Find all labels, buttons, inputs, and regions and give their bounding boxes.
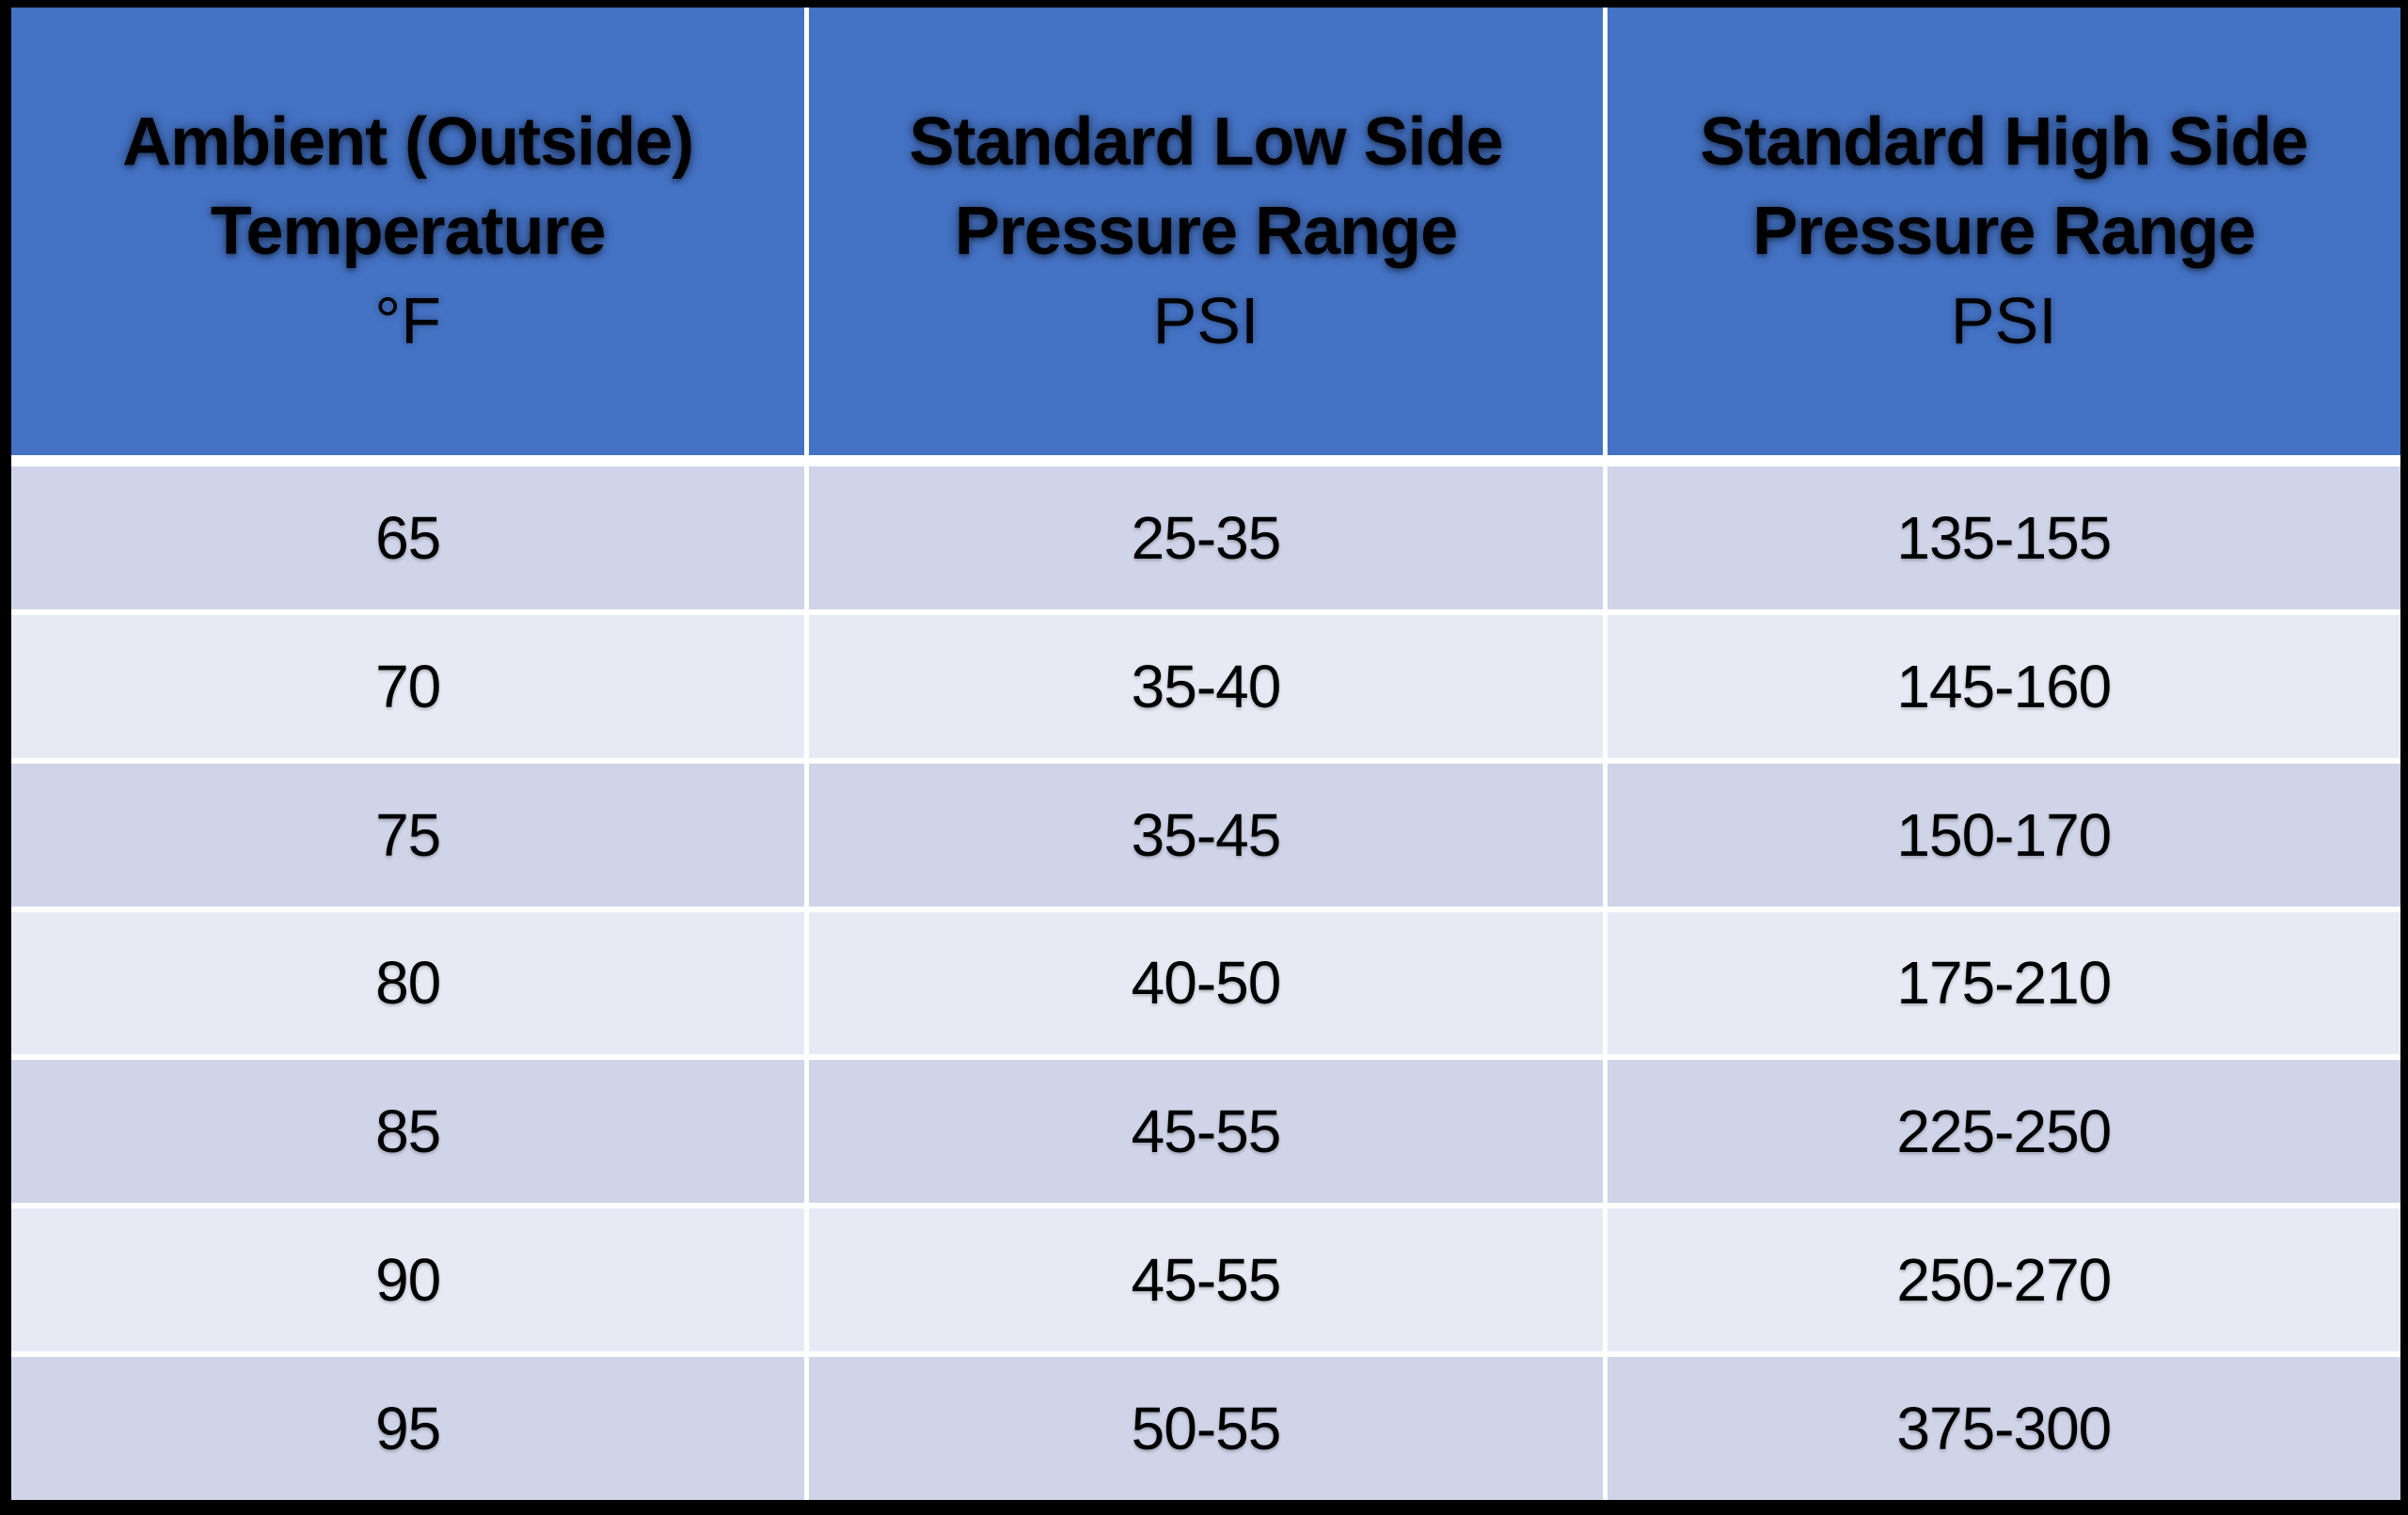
table-cell-temperature: 70 <box>11 614 805 758</box>
column-title-line: Pressure Range <box>1752 193 2256 269</box>
table-cell-temperature: 95 <box>11 1357 805 1500</box>
table-cell-low-side: 45-55 <box>809 1060 1603 1204</box>
table-cell-low-side: 45-55 <box>809 1208 1603 1352</box>
column-title-line: Ambient (Outside) <box>122 103 694 180</box>
column-header-ambient-temperature: Ambient (Outside) Temperature °F <box>11 8 805 461</box>
table-cell-temperature: 90 <box>11 1208 805 1352</box>
table-cell-low-side: 25-35 <box>809 466 1603 609</box>
column-unit-label: PSI <box>1950 283 2057 357</box>
table-cell-temperature: 85 <box>11 1060 805 1204</box>
table-cell-high-side: 150-170 <box>1607 763 2400 907</box>
table-cell-high-side: 175-210 <box>1607 911 2400 1055</box>
column-title-line: Temperature <box>210 193 607 269</box>
column-title-line: Pressure Range <box>954 193 1458 269</box>
column-title-line: Standard Low Side <box>909 103 1503 180</box>
table-cell-temperature: 65 <box>11 466 805 609</box>
table-cell-low-side: 40-50 <box>809 911 1603 1055</box>
table-cell-high-side: 375-300 <box>1607 1357 2400 1500</box>
column-unit-label: °F <box>374 283 442 357</box>
column-header-high-side-pressure: Standard High Side Pressure Range PSI <box>1607 8 2400 461</box>
table-cell-high-side: 145-160 <box>1607 614 2400 758</box>
table-cell-temperature: 75 <box>11 763 805 907</box>
column-unit-label: PSI <box>1152 283 1259 357</box>
column-title-line: Standard High Side <box>1700 103 2308 180</box>
table-cell-low-side: 35-45 <box>809 763 1603 907</box>
table-cell-high-side: 135-155 <box>1607 466 2400 609</box>
table-cell-low-side: 35-40 <box>809 614 1603 758</box>
table-cell-high-side: 250-270 <box>1607 1208 2400 1352</box>
pressure-temperature-table: Ambient (Outside) Temperature °F Standar… <box>11 8 2400 1500</box>
column-header-low-side-pressure: Standard Low Side Pressure Range PSI <box>809 8 1603 461</box>
table-cell-temperature: 80 <box>11 911 805 1055</box>
table-cell-high-side: 225-250 <box>1607 1060 2400 1204</box>
table-cell-low-side: 50-55 <box>809 1357 1603 1500</box>
